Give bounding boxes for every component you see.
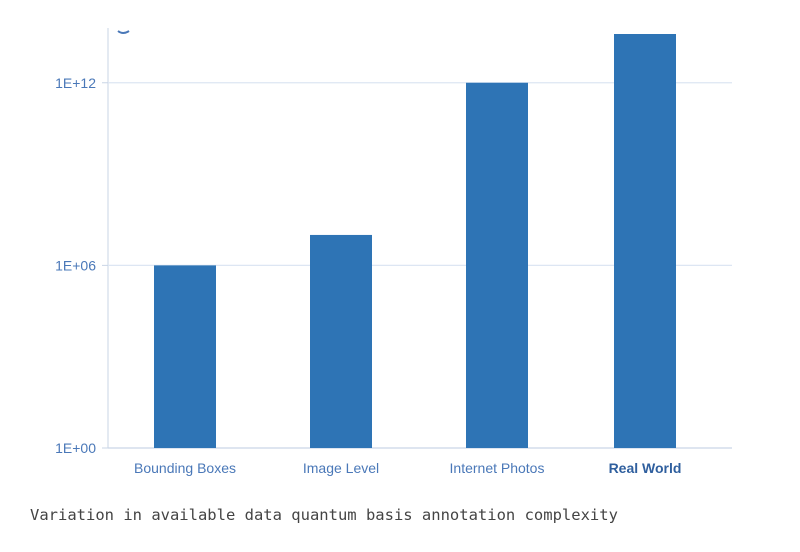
bar-image-level — [310, 234, 372, 448]
bar-internet-photos — [466, 82, 528, 449]
bar-real-world — [614, 34, 676, 448]
bar-chart: 1E+00 1E+06 1E+12 Bounding Boxes Image Leve… — [55, 28, 732, 476]
chart-caption: Variation in available data quantum basi… — [30, 506, 618, 524]
bar-bounding-boxes — [154, 265, 216, 448]
x-axis-labels: Bounding Boxes Image Level Internet Photos… — [134, 460, 681, 476]
x-tick-label: Internet Photos — [450, 460, 545, 476]
y-tick-label: 1E+12 — [55, 75, 96, 91]
bars — [154, 34, 676, 449]
x-tick-label: Image Level — [303, 460, 379, 476]
y-tick-label: 1E+00 — [55, 440, 96, 456]
y-tick-label: 1E+06 — [55, 257, 96, 273]
y-axis-ticks: 1E+00 1E+06 1E+12 — [55, 75, 108, 456]
title-fragment — [117, 30, 130, 34]
x-tick-label: Real World — [609, 460, 682, 476]
x-tick-label: Bounding Boxes — [134, 460, 236, 476]
